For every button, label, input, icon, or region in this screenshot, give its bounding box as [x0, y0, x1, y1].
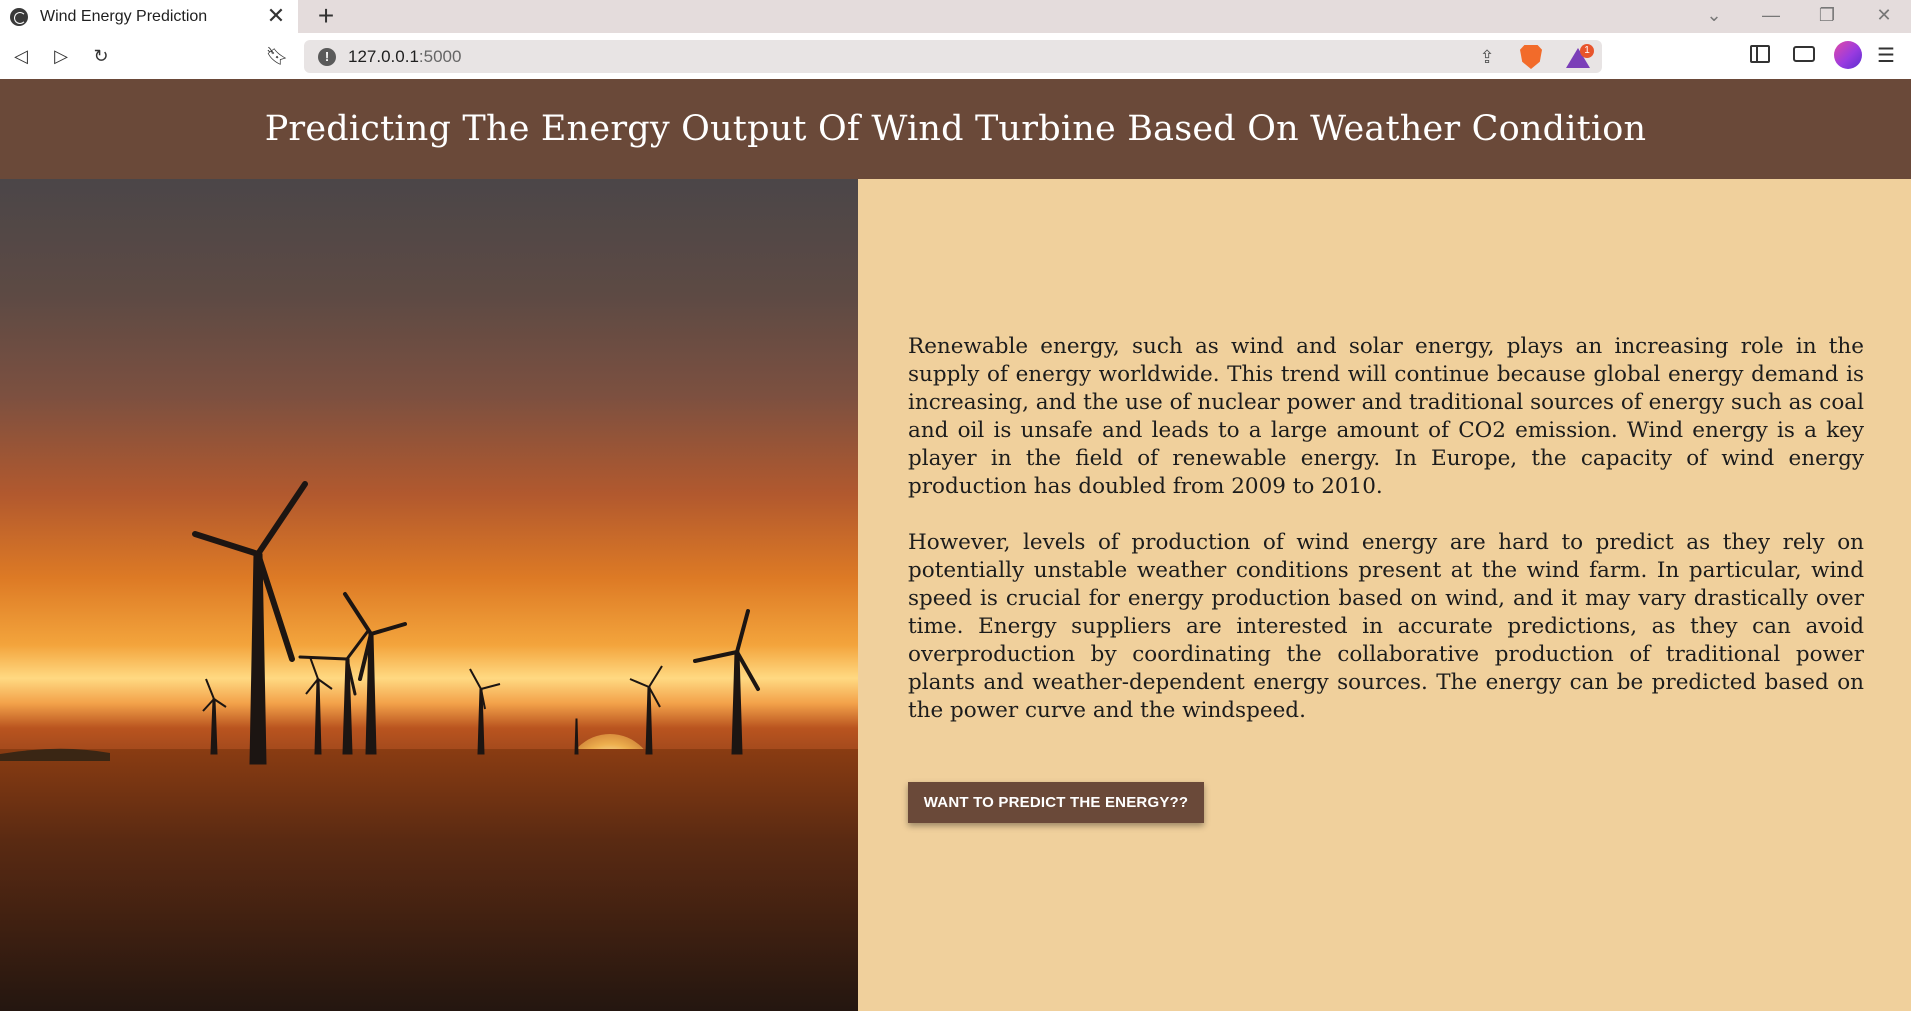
prediction-paragraph: However, levels of production of wind en…: [908, 530, 1864, 723]
brave-shields-icon[interactable]: [1520, 45, 1542, 69]
address-bar[interactable]: ! 127.0.0.1:5000 ⇪ 1: [304, 40, 1602, 73]
predict-energy-button[interactable]: WANT TO PREDICT THE ENERGY??: [908, 782, 1204, 823]
close-window-button[interactable]: ✕: [1876, 5, 1892, 25]
url-text[interactable]: 127.0.0.1:5000: [348, 47, 461, 67]
tab-title: Wind Energy Prediction: [40, 7, 208, 25]
back-icon[interactable]: ◁: [14, 46, 28, 66]
browser-tab[interactable]: Wind Energy Prediction ✕: [0, 0, 298, 33]
share-icon[interactable]: ⇪: [1479, 47, 1495, 67]
turbine-silhouettes: [0, 481, 858, 1011]
new-tab-button[interactable]: +: [317, 0, 335, 31]
menu-icon[interactable]: ☰: [1877, 45, 1895, 67]
url-host: 127.0.0.1: [348, 47, 419, 66]
bookmark-icon[interactable]: 🔖︎: [265, 46, 289, 66]
browser-toolbar: ◁ ▷ ↻ 🔖︎ ! 127.0.0.1:5000 ⇪ 1 ☰: [0, 33, 1911, 79]
description-panel: Renewable energy, such as wind and solar…: [858, 179, 1911, 1011]
restore-button[interactable]: ❐: [1818, 5, 1836, 25]
forward-icon[interactable]: ▷: [54, 46, 68, 66]
reload-icon[interactable]: ↻: [93, 46, 109, 66]
wind-turbine-sunset-image: [0, 179, 858, 1011]
browser-tab-strip: Wind Energy Prediction ✕ + ⌄ — ❐ ✕: [0, 0, 1911, 33]
rewards-badge: 1: [1580, 44, 1594, 58]
profile-avatar[interactable]: [1834, 41, 1862, 69]
close-tab-icon[interactable]: ✕: [266, 3, 286, 28]
site-info-icon[interactable]: !: [318, 48, 336, 66]
intro-paragraph: Renewable energy, such as wind and solar…: [908, 334, 1864, 499]
sidebar-icon[interactable]: [1750, 45, 1770, 63]
minimize-button[interactable]: —: [1762, 5, 1780, 25]
globe-icon: [10, 7, 28, 26]
page-title: Predicting The Energy Output Of Wind Tur…: [264, 109, 1647, 149]
url-port: :5000: [418, 47, 462, 66]
wallet-icon[interactable]: [1793, 46, 1815, 62]
page-header: Predicting The Energy Output Of Wind Tur…: [0, 79, 1911, 179]
brave-rewards-icon[interactable]: 1: [1566, 44, 1594, 68]
tab-search-icon[interactable]: ⌄: [1706, 5, 1722, 25]
